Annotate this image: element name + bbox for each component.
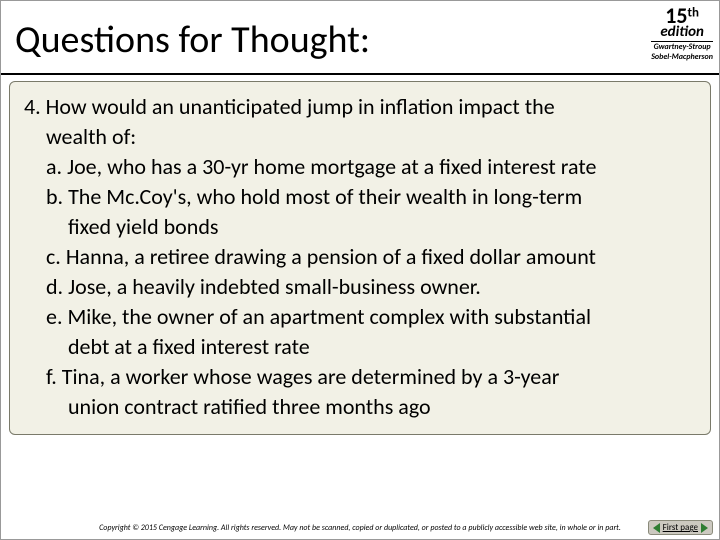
option-e-2: debt at a fixed interest rate: [24, 332, 696, 362]
edition-badge: 15th edition Gwartney-Stroup Sobel-Macph…: [651, 5, 713, 62]
option-f-1: f. Tina, a worker whose wages are determ…: [24, 362, 696, 392]
option-d: d. Jose, a heavily indebted small-busine…: [24, 272, 696, 302]
first-page-button[interactable]: First page: [648, 520, 713, 535]
edition-suffix: th: [688, 6, 699, 21]
slide-footer: Copyright © 2015 Cengage Learning. All r…: [1, 515, 719, 535]
option-f-2: union contract ratified three months ago: [24, 392, 696, 422]
copyright-text: Copyright © 2015 Cengage Learning. All r…: [1, 523, 719, 533]
arrow-left-icon: [653, 523, 660, 533]
option-e-1: e. Mike, the owner of an apartment compl…: [24, 302, 696, 332]
first-page-label: First page: [663, 522, 698, 533]
arrow-right-icon: [701, 523, 708, 533]
authors-line1: Gwartney-Stroup: [651, 43, 713, 52]
slide-container: Questions for Thought: 15th edition Gwar…: [0, 0, 720, 540]
authors-line2: Sobel-Macpherson: [651, 53, 713, 62]
page-title: Questions for Thought:: [15, 17, 370, 63]
edition-word: edition: [651, 25, 713, 42]
question-stem-1: 4. How would an unanticipated jump in in…: [24, 92, 696, 122]
option-b-2: fixed yield bonds: [24, 212, 696, 242]
option-a: a. Joe, who has a 30-yr home mortgage at…: [24, 152, 696, 182]
question-stem-2: wealth of:: [24, 122, 696, 152]
option-c: c. Hanna, a retiree drawing a pension of…: [24, 242, 696, 272]
option-b-1: b. The Mc.Coy's, who hold most of their …: [24, 182, 696, 212]
slide-header: Questions for Thought: 15th edition Gwar…: [1, 1, 719, 75]
question-box: 4. How would an unanticipated jump in in…: [9, 81, 711, 435]
